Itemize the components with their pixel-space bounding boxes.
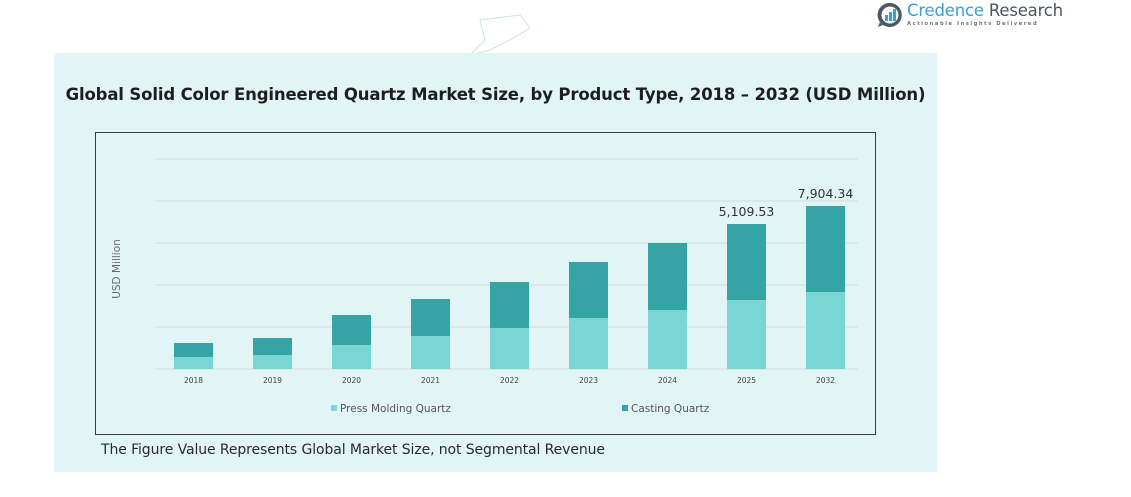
x-tick-label: 2024	[658, 376, 677, 385]
legend-label-casting: Casting Quartz	[631, 403, 710, 415]
x-tick-label: 2019	[263, 376, 282, 385]
legend: Press Molding Quartz Casting Quartz	[331, 403, 710, 415]
chart-panel: Global Solid Color Engineered Quartz Mar…	[54, 53, 937, 472]
x-tick-label: 2020	[342, 376, 361, 385]
bar-casting-2025	[727, 224, 766, 300]
data-label-2032: 7,904.34	[798, 186, 854, 201]
bar-press-molding-2025	[727, 299, 766, 369]
x-tick-label: 2025	[737, 376, 756, 385]
bar-press-molding-2020	[332, 344, 371, 369]
x-tick-label: 2022	[500, 376, 519, 385]
x-tick-label: 2018	[184, 376, 203, 385]
bar-press-molding-2023	[569, 318, 608, 369]
bar-press-molding-2018	[174, 356, 213, 369]
brand-name-part2: Research	[983, 1, 1063, 21]
bar-casting-2022	[490, 281, 529, 328]
bar-press-molding-2032	[806, 291, 845, 369]
x-tick-label: 2023	[579, 376, 598, 385]
footer-note: The Figure Value Represents Global Marke…	[101, 442, 605, 458]
bar-casting-2024	[648, 243, 687, 311]
bar-casting-2023	[569, 261, 608, 319]
bar-casting-2032	[806, 206, 845, 292]
data-label-2025: 5,109.53	[719, 204, 775, 219]
brand-logo: Credence Research Actionable Insights De…	[877, 2, 1063, 28]
bar-press-molding-2019	[253, 355, 292, 369]
bar-casting-2018	[174, 343, 213, 357]
legend-swatch-press-molding	[331, 405, 337, 411]
bar-casting-2020	[332, 314, 371, 345]
brand-name: Credence Research	[907, 1, 1063, 21]
bar-chart-logo-icon	[877, 2, 902, 27]
x-tick-label: 2021	[421, 376, 440, 385]
bar-casting-2021	[411, 298, 450, 336]
chart-title: Global Solid Color Engineered Quartz Mar…	[65, 85, 926, 104]
bar-press-molding-2022	[490, 327, 529, 369]
bar-press-molding-2024	[648, 310, 687, 369]
brand-tagline: Actionable Insights Delivered	[907, 20, 1039, 27]
bars	[174, 206, 845, 369]
chart-frame	[95, 132, 876, 435]
data-labels: 5,109.53 7,904.34	[719, 186, 854, 219]
legend-label-press-molding: Press Molding Quartz	[340, 403, 451, 415]
bar-casting-2019	[253, 338, 292, 356]
brand-name-part1: Credence	[907, 1, 984, 21]
y-axis-label: USD Million	[111, 239, 123, 299]
bar-press-molding-2021	[411, 335, 450, 369]
x-tick-labels: 2018 2019 2020 2021 2022 2023 2024 2025 2032	[184, 376, 835, 385]
x-tick-label: 2032	[816, 376, 835, 385]
legend-swatch-casting	[622, 405, 628, 411]
